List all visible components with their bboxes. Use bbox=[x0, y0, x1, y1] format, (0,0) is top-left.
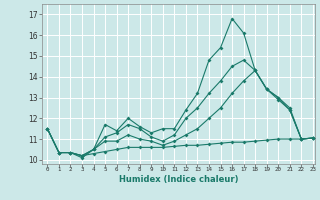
X-axis label: Humidex (Indice chaleur): Humidex (Indice chaleur) bbox=[119, 175, 238, 184]
